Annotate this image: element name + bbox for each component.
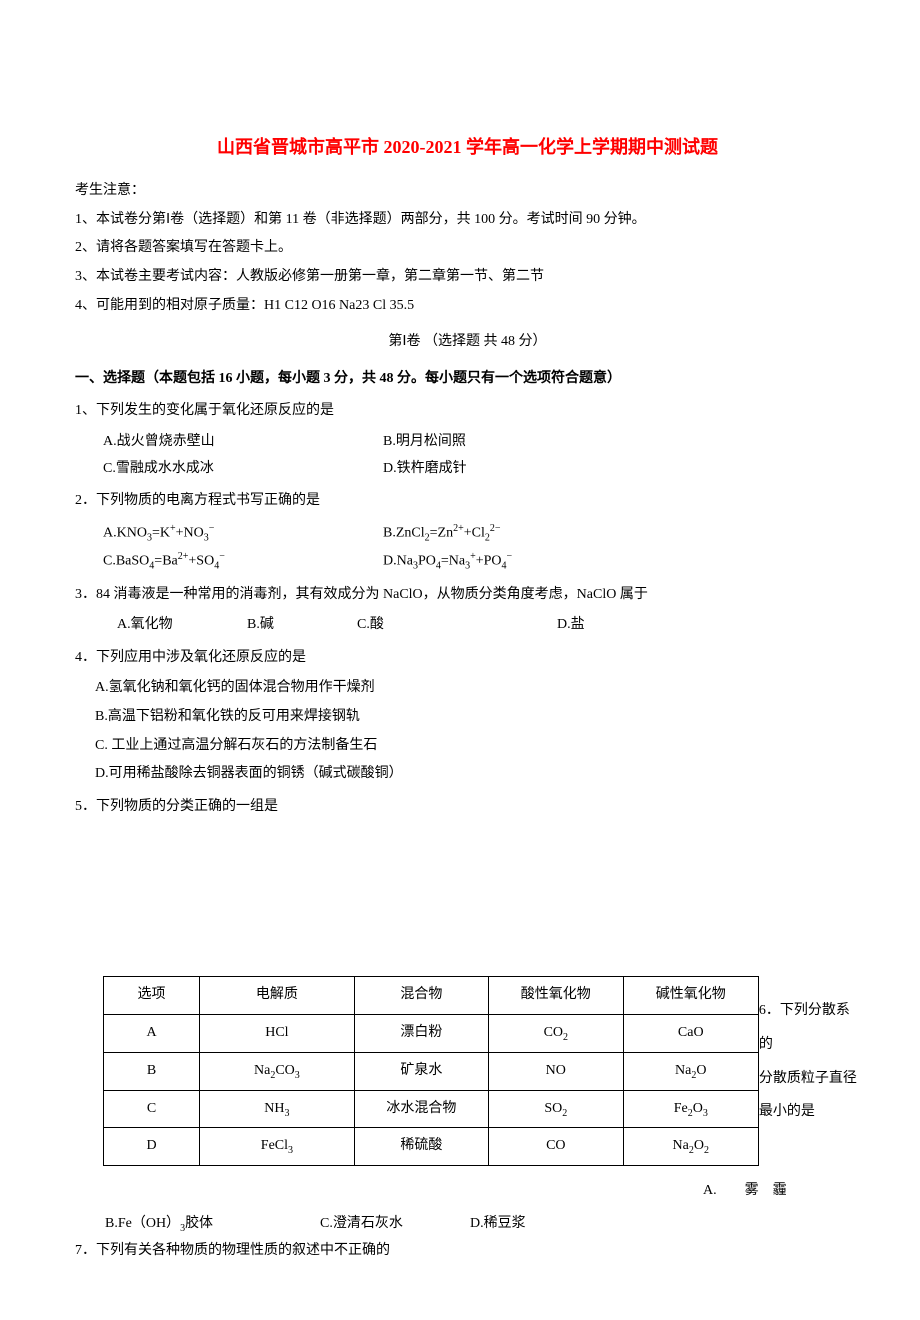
notice-header: 考生注意： <box>75 178 860 205</box>
table-header: 碱性氧化物 <box>623 977 758 1015</box>
table-cell: 漂白粉 <box>354 1014 488 1052</box>
option-d: D.铁杵磨成针 <box>383 456 663 483</box>
question-2: 2．下列物质的电离方程式书写正确的是 A.KNO3=K++NO3− B.ZnCl… <box>75 488 860 576</box>
table-cell: 矿泉水 <box>354 1052 488 1090</box>
option-b: B.碱 <box>247 612 357 639</box>
table-cell: CaO <box>623 1014 758 1052</box>
table-cell: SO2 <box>488 1090 623 1128</box>
notice-item: 4、可能用到的相对原子质量：H1 C12 O16 Na23 Cl 35.5 <box>75 293 860 320</box>
table-header: 混合物 <box>354 977 488 1015</box>
table-cell: B <box>104 1052 200 1090</box>
table-row: A HCl 漂白粉 CO2 CaO <box>104 1014 759 1052</box>
question-4: 4．下列应用中涉及氧化还原反应的是 A.氢氧化钠和氧化钙的固体混合物用作干燥剂 … <box>75 645 860 788</box>
question-body: 1、下列发生的变化属于氧化还原反应的是 <box>75 398 860 425</box>
table-header: 选项 <box>104 977 200 1015</box>
table-cell: FeCl3 <box>200 1128 355 1166</box>
q6-part1: 6．下列分散系的 <box>759 994 860 1061</box>
section-title: 一、选择题（本题包括 16 小题，每小题 3 分，共 48 分。每小题只有一个选… <box>75 366 860 393</box>
table-cell: HCl <box>200 1014 355 1052</box>
table-cell: 冰水混合物 <box>354 1090 488 1128</box>
option-c: C. 工业上通过高温分解石灰石的方法制备生石 <box>95 733 860 760</box>
notice-block: 考生注意： 1、本试卷分第Ⅰ卷（选择题）和第 11 卷（非选择题）两部分，共 1… <box>75 178 860 319</box>
notice-item: 1、本试卷分第Ⅰ卷（选择题）和第 11 卷（非选择题）两部分，共 100 分。考… <box>75 207 860 234</box>
question-1: 1、下列发生的变化属于氧化还原反应的是 A.战火曾烧赤壁山 B.明月松间照 C.… <box>75 398 860 482</box>
option-a: A.氧化物 <box>117 612 247 639</box>
classification-table: 选项 电解质 混合物 酸性氧化物 碱性氧化物 A HCl 漂白粉 CO2 CaO… <box>103 976 759 1166</box>
q6-part2: 分散质粒子直径 <box>759 1062 860 1096</box>
option-d: D.Na3PO4=Na3++PO4− <box>383 547 663 575</box>
table-cell: CO <box>488 1128 623 1166</box>
table-side-wrap: 选项 电解质 混合物 酸性氧化物 碱性氧化物 A HCl 漂白粉 CO2 CaO… <box>75 826 860 1178</box>
q6-part3: 最小的是 <box>759 1095 860 1129</box>
option-d: D.盐 <box>557 612 687 639</box>
question-body: 3．84 消毒液是一种常用的消毒剂，其有效成分为 NaClO，从物质分类角度考虑… <box>75 582 860 609</box>
table-cell: 稀硫酸 <box>354 1128 488 1166</box>
question-body: 4．下列应用中涉及氧化还原反应的是 <box>75 645 860 672</box>
option-c: C.酸 <box>357 612 557 639</box>
table-row: D FeCl3 稀硫酸 CO Na2O2 <box>104 1128 759 1166</box>
part-header: 第Ⅰ卷 （选择题 共 48 分） <box>75 329 860 356</box>
option-d: D.可用稀盐酸除去铜器表面的铜锈（碱式碳酸铜） <box>95 761 860 788</box>
q6-option-a: A. 雾 霾 <box>75 1178 860 1205</box>
question-body: 2．下列物质的电离方程式书写正确的是 <box>75 488 860 515</box>
table-header-row: 选项 电解质 混合物 酸性氧化物 碱性氧化物 <box>104 977 759 1015</box>
notice-item: 2、请将各题答案填写在答题卡上。 <box>75 235 860 262</box>
table-cell: NH3 <box>200 1090 355 1128</box>
question-body: 5．下列物质的分类正确的一组是 <box>75 794 860 821</box>
option-b: B.高温下铝粉和氧化铁的反可用来焊接钢轨 <box>95 704 860 731</box>
page-title: 山西省晋城市高平市 2020-2021 学年高一化学上学期期中测试题 <box>75 130 860 164</box>
option-c: C.澄清石灰水 <box>320 1211 470 1238</box>
table-cell: CO2 <box>488 1014 623 1052</box>
table-cell: A <box>104 1014 200 1052</box>
q6-side-text: 6．下列分散系的 分散质粒子直径 最小的是 <box>759 826 860 1128</box>
option-a: A.氢氧化钠和氧化钙的固体混合物用作干燥剂 <box>95 675 860 702</box>
option-a: A.KNO3=K++NO3− <box>103 519 383 547</box>
table-cell: Fe2O3 <box>623 1090 758 1128</box>
option-d: D.稀豆浆 <box>470 1211 590 1238</box>
table-cell: Na2CO3 <box>200 1052 355 1090</box>
question-3: 3．84 消毒液是一种常用的消毒剂，其有效成分为 NaClO，从物质分类角度考虑… <box>75 582 860 639</box>
notice-item: 3、本试卷主要考试内容：人教版必修第一册第一章，第二章第一节、第二节 <box>75 264 860 291</box>
option-a: A.战火曾烧赤壁山 <box>103 429 383 456</box>
table-cell: Na2O <box>623 1052 758 1090</box>
table-cell: C <box>104 1090 200 1128</box>
option-b: B.ZnCl2=Zn2++Cl22− <box>383 519 663 547</box>
table-cell: D <box>104 1128 200 1166</box>
table-cell: Na2O2 <box>623 1128 758 1166</box>
question-body: 7．下列有关各种物质的物理性质的叙述中不正确的 <box>75 1238 860 1265</box>
table-cell: NO <box>488 1052 623 1090</box>
question-5: 5．下列物质的分类正确的一组是 <box>75 794 860 821</box>
option-c: C.BaSO4=Ba2++SO4− <box>103 547 383 575</box>
q6-options-row: B.Fe（OH）3胶体 C.澄清石灰水 D.稀豆浆 <box>75 1211 860 1238</box>
option-c: C.雪融成水水成冰 <box>103 456 383 483</box>
table-row: B Na2CO3 矿泉水 NO Na2O <box>104 1052 759 1090</box>
question-7: 7．下列有关各种物质的物理性质的叙述中不正确的 <box>75 1238 860 1265</box>
table-header: 酸性氧化物 <box>488 977 623 1015</box>
table-row: C NH3 冰水混合物 SO2 Fe2O3 <box>104 1090 759 1128</box>
option-b: B.Fe（OH）3胶体 <box>105 1211 320 1238</box>
table-header: 电解质 <box>200 977 355 1015</box>
option-b: B.明月松间照 <box>383 429 663 456</box>
